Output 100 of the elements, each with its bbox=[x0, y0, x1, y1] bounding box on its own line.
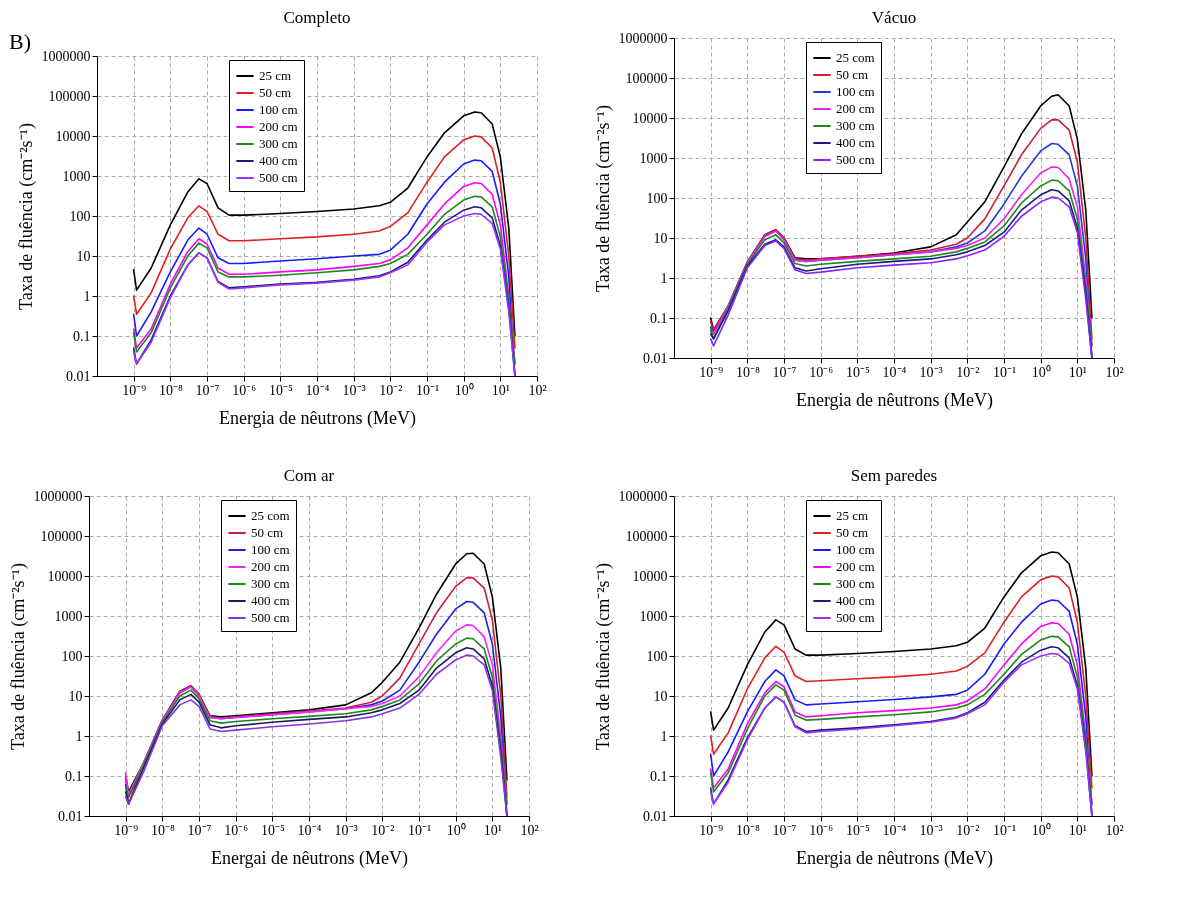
legend-label: 200 cm bbox=[836, 101, 875, 116]
y-tick-label: 1 bbox=[75, 728, 83, 744]
x-tick-label: 10⁰ bbox=[1031, 364, 1051, 380]
legend-label: 50 cm bbox=[836, 67, 869, 82]
x-tick-label: 10⁻⁵ bbox=[845, 822, 870, 838]
y-tick-label: 10000 bbox=[55, 128, 91, 144]
y-tick-label: 1000000 bbox=[33, 488, 83, 504]
chart-title: Sem paredes bbox=[850, 466, 938, 485]
x-axis-title: Energia de nêutrons (MeV) bbox=[218, 407, 417, 429]
x-tick-label: 10⁻⁹ bbox=[699, 364, 724, 380]
x-tick-label: 10⁻⁹ bbox=[114, 822, 139, 838]
x-tick-label: 10¹ bbox=[1068, 364, 1087, 380]
x-tick-label: 10⁻¹ bbox=[415, 382, 440, 398]
x-tick-label: 10⁻⁹ bbox=[122, 382, 147, 398]
legend-label: 100 cm bbox=[836, 542, 875, 557]
x-tick-label: 10² bbox=[1105, 364, 1124, 380]
x-tick-label: 10⁻⁷ bbox=[187, 822, 212, 838]
x-tick-label: 10⁻⁷ bbox=[772, 364, 797, 380]
legend-label: 25 cm bbox=[836, 508, 869, 523]
y-axis-title: Taxa de fluência (cm⁻²s⁻¹) bbox=[592, 563, 614, 750]
x-tick-label: 10⁻³ bbox=[334, 822, 358, 838]
x-tick-label: 10⁻⁴ bbox=[297, 822, 322, 838]
x-tick-label: 10⁻¹ bbox=[407, 822, 432, 838]
x-tick-label: 10⁻³ bbox=[342, 382, 366, 398]
y-tick-label: 0.01 bbox=[643, 808, 668, 824]
x-tick-label: 10⁻⁹ bbox=[699, 822, 724, 838]
y-tick-label: 10000 bbox=[632, 568, 668, 584]
y-axis-title: Taxa de fluência (cm⁻²s⁻¹) bbox=[15, 123, 37, 310]
y-tick-label: 100000 bbox=[625, 70, 668, 86]
y-tick-label: 100000 bbox=[48, 88, 91, 104]
legend-label: 400 cm bbox=[836, 135, 875, 150]
legend-label: 400 cm bbox=[259, 153, 298, 168]
x-tick-label: 10¹ bbox=[1068, 822, 1087, 838]
x-tick-label: 10⁻⁵ bbox=[260, 822, 285, 838]
y-tick-label: 1 bbox=[83, 288, 91, 304]
y-tick-label: 1000 bbox=[62, 168, 91, 184]
y-tick-label: 1000 bbox=[639, 608, 668, 624]
x-axis-title: Energia de nêutrons (MeV) bbox=[795, 847, 994, 869]
x-tick-label: 10⁻⁶ bbox=[224, 822, 249, 838]
legend-label: 300 cm bbox=[836, 118, 875, 133]
x-tick-label: 10⁻⁷ bbox=[772, 822, 797, 838]
x-tick-label: 10⁻¹ bbox=[992, 364, 1017, 380]
x-tick-label: 10⁻² bbox=[956, 822, 980, 838]
x-tick-label: 10⁻² bbox=[956, 364, 980, 380]
y-tick-label: 1 bbox=[660, 270, 668, 286]
y-tick-label: 1 bbox=[660, 728, 668, 744]
y-tick-label: 10000 bbox=[47, 568, 83, 584]
x-tick-label: 10⁻² bbox=[379, 382, 403, 398]
x-tick-label: 10⁻⁶ bbox=[809, 364, 834, 380]
y-axis-title: Taxa de fluência (cm⁻²s⁻¹) bbox=[7, 563, 29, 750]
y-tick-label: 100000 bbox=[40, 528, 83, 544]
x-tick-label: 10⁻² bbox=[371, 822, 395, 838]
legend-label: 25 com bbox=[251, 508, 290, 523]
x-tick-label: 10⁻⁶ bbox=[232, 382, 257, 398]
x-tick-label: 10⁰ bbox=[454, 382, 474, 398]
x-tick-label: 10⁰ bbox=[1031, 822, 1051, 838]
y-tick-label: 0.1 bbox=[73, 328, 91, 344]
legend-label: 300 cm bbox=[836, 576, 875, 591]
legend-label: 25 cm bbox=[259, 68, 292, 83]
legend-label: 50 cm bbox=[259, 85, 292, 100]
legend-label: 50 cm bbox=[251, 525, 284, 540]
x-tick-label: 10⁻⁴ bbox=[882, 364, 907, 380]
x-axis-title: Energai de nêutrons (MeV) bbox=[210, 847, 409, 869]
x-tick-label: 10² bbox=[528, 382, 547, 398]
x-tick-label: 10¹ bbox=[483, 822, 502, 838]
legend-label: 100 cm bbox=[251, 542, 290, 557]
legend-label: 100 cm bbox=[836, 84, 875, 99]
legend-label: 200 cm bbox=[836, 559, 875, 574]
y-tick-label: 0.1 bbox=[650, 768, 668, 784]
y-tick-label: 1000 bbox=[54, 608, 83, 624]
y-tick-label: 10 bbox=[68, 688, 83, 704]
x-tick-label: 10⁻⁶ bbox=[809, 822, 834, 838]
chart-title: Vácuo bbox=[871, 8, 917, 27]
x-tick-label: 10⁻⁸ bbox=[150, 822, 175, 838]
y-tick-label: 100000 bbox=[625, 528, 668, 544]
y-tick-label: 100 bbox=[69, 208, 91, 224]
legend-label: 400 cm bbox=[836, 593, 875, 608]
legend-label: 200 cm bbox=[251, 559, 290, 574]
x-tick-label: 10¹ bbox=[491, 382, 510, 398]
y-tick-label: 10 bbox=[76, 248, 91, 264]
x-tick-label: 10⁻⁸ bbox=[735, 364, 760, 380]
y-tick-label: 0.01 bbox=[643, 350, 668, 366]
y-tick-label: 0.01 bbox=[58, 808, 83, 824]
legend-label: 500 cm bbox=[836, 610, 875, 625]
x-tick-label: 10⁻⁸ bbox=[735, 822, 760, 838]
legend-label: 500 cm bbox=[259, 170, 298, 185]
x-tick-label: 10⁻¹ bbox=[992, 822, 1017, 838]
y-tick-label: 100 bbox=[61, 648, 83, 664]
legend-label: 25 com bbox=[836, 50, 875, 65]
y-tick-label: 1000000 bbox=[618, 30, 668, 46]
y-tick-label: 0.01 bbox=[66, 368, 91, 384]
x-axis-title: Energia de nêutrons (MeV) bbox=[795, 389, 994, 411]
y-tick-label: 0.1 bbox=[650, 310, 668, 326]
y-tick-label: 10 bbox=[653, 688, 668, 704]
legend-label: 300 cm bbox=[251, 576, 290, 591]
y-tick-label: 100 bbox=[646, 648, 668, 664]
x-tick-label: 10⁻³ bbox=[919, 364, 943, 380]
legend-label: 100 cm bbox=[259, 102, 298, 117]
legend-label: 500 cm bbox=[251, 610, 290, 625]
chart-title: Completo bbox=[283, 8, 351, 27]
